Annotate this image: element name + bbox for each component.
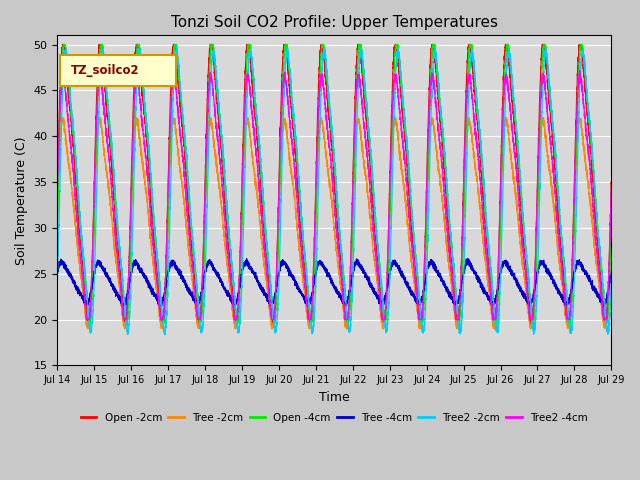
Open -4cm	[577, 43, 585, 48]
Tree2 -2cm	[54, 277, 61, 283]
Open -2cm	[54, 178, 61, 184]
Tree2 -2cm	[607, 275, 615, 280]
Tree -2cm	[474, 187, 482, 192]
Tree -4cm	[120, 303, 128, 309]
Open -4cm	[54, 225, 61, 231]
Tree2 -2cm	[316, 133, 324, 139]
Text: TZ_soilco2: TZ_soilco2	[71, 64, 140, 77]
Open -2cm	[316, 59, 323, 65]
Tree -4cm	[54, 269, 61, 275]
Open -4cm	[60, 42, 68, 48]
Tree -4cm	[584, 273, 592, 279]
X-axis label: Time: Time	[319, 391, 349, 404]
Tree -4cm	[458, 278, 466, 284]
Line: Tree -4cm: Tree -4cm	[58, 259, 611, 306]
Open -4cm	[607, 228, 615, 233]
Open -2cm	[58, 42, 66, 48]
Y-axis label: Soil Temperature (C): Soil Temperature (C)	[15, 136, 28, 264]
Tree2 -2cm	[459, 301, 467, 307]
Tree -4cm	[316, 260, 323, 266]
Tree -2cm	[607, 203, 615, 208]
Tree2 -2cm	[242, 133, 250, 139]
Open -2cm	[242, 60, 250, 66]
Tree2 -4cm	[242, 84, 250, 90]
Tree2 -4cm	[584, 147, 592, 153]
Tree -4cm	[464, 256, 472, 262]
Open -4cm	[316, 87, 323, 93]
Open -2cm	[584, 119, 592, 125]
Tree2 -4cm	[474, 154, 482, 159]
Tree2 -2cm	[577, 57, 585, 63]
Tree2 -2cm	[161, 332, 169, 338]
Tree -4cm	[242, 259, 250, 264]
Tree -2cm	[577, 120, 585, 125]
Tree2 -4cm	[577, 79, 585, 85]
FancyBboxPatch shape	[60, 55, 177, 86]
Open -2cm	[459, 223, 467, 228]
Open -2cm	[474, 126, 482, 132]
Tree2 -2cm	[474, 110, 482, 116]
Open -4cm	[566, 324, 573, 329]
Tree2 -4cm	[83, 317, 91, 323]
Tree -4cm	[577, 264, 585, 270]
Line: Open -4cm: Open -4cm	[58, 45, 611, 326]
Tree -2cm	[459, 237, 467, 243]
Tree2 -4cm	[607, 185, 615, 191]
Tree2 -4cm	[54, 186, 61, 192]
Tree2 -2cm	[584, 104, 592, 109]
Legend: Open -2cm, Tree -2cm, Open -4cm, Tree -4cm, Tree2 -2cm, Tree2 -4cm: Open -2cm, Tree -2cm, Open -4cm, Tree -4…	[76, 408, 592, 427]
Tree -2cm	[54, 203, 61, 209]
Tree -4cm	[607, 269, 615, 275]
Tree2 -2cm	[173, 44, 180, 49]
Title: Tonzi Soil CO2 Profile: Upper Temperatures: Tonzi Soil CO2 Profile: Upper Temperatur…	[171, 15, 498, 30]
Tree2 -4cm	[316, 85, 323, 91]
Open -4cm	[584, 103, 592, 108]
Open -2cm	[417, 324, 425, 330]
Tree -2cm	[242, 124, 250, 130]
Line: Tree -2cm: Tree -2cm	[58, 118, 611, 329]
Tree -2cm	[84, 326, 92, 332]
Open -4cm	[458, 269, 466, 275]
Tree2 -4cm	[458, 232, 466, 238]
Tree -2cm	[316, 125, 324, 131]
Line: Tree2 -2cm: Tree2 -2cm	[58, 47, 611, 335]
Tree2 -4cm	[576, 68, 584, 73]
Line: Tree2 -4cm: Tree2 -4cm	[58, 71, 611, 320]
Open -4cm	[474, 113, 482, 119]
Tree -4cm	[474, 276, 482, 282]
Open -2cm	[577, 46, 585, 51]
Open -2cm	[607, 182, 615, 188]
Tree -2cm	[58, 115, 66, 120]
Line: Open -2cm: Open -2cm	[58, 45, 611, 327]
Open -4cm	[242, 89, 250, 95]
Tree -2cm	[584, 180, 592, 186]
